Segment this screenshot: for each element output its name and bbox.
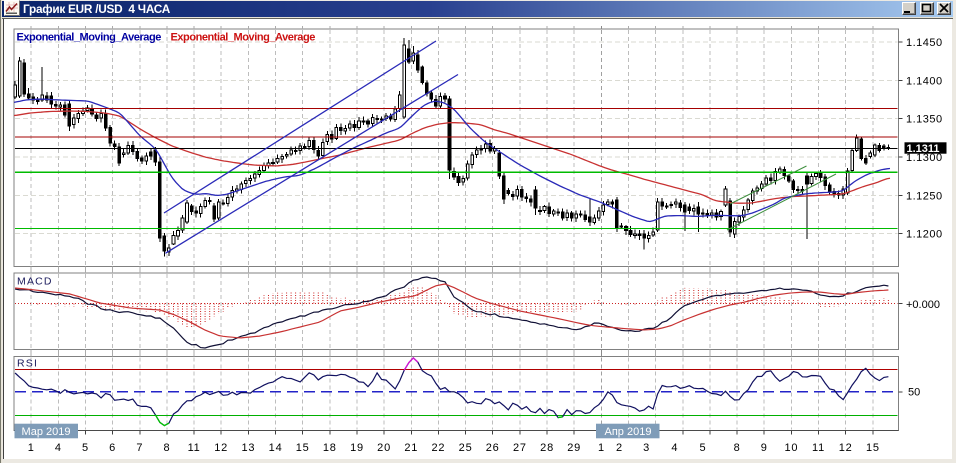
svg-text:Exponential_Moving_Average: Exponential_Moving_Average — [17, 32, 162, 44]
svg-text:27: 27 — [513, 442, 527, 454]
svg-text:3: 3 — [643, 442, 650, 454]
svg-text:+0.000: +0.000 — [906, 299, 940, 311]
svg-text:8: 8 — [163, 442, 170, 454]
svg-text:8: 8 — [734, 442, 741, 454]
svg-text:1.1450: 1.1450 — [906, 37, 943, 49]
svg-text:Мар 2019: Мар 2019 — [21, 426, 70, 438]
svg-text:26: 26 — [486, 442, 500, 454]
svg-text:21: 21 — [404, 442, 418, 454]
svg-text:50: 50 — [908, 387, 920, 399]
svg-text:7: 7 — [136, 442, 143, 454]
svg-text:4: 4 — [55, 442, 62, 454]
svg-text:22: 22 — [431, 442, 445, 454]
svg-text:28: 28 — [540, 442, 554, 454]
svg-text:11: 11 — [188, 442, 201, 454]
svg-text:1.1350: 1.1350 — [906, 114, 943, 126]
svg-text:1: 1 — [28, 442, 35, 454]
svg-text:1.1250: 1.1250 — [906, 190, 943, 202]
svg-text:1.1200: 1.1200 — [906, 229, 943, 241]
svg-text:20: 20 — [377, 442, 391, 454]
svg-text:5: 5 — [700, 442, 707, 454]
svg-text:15: 15 — [866, 442, 880, 454]
svg-text:1.1400: 1.1400 — [906, 75, 943, 87]
svg-text:13: 13 — [241, 442, 255, 454]
svg-text:4: 4 — [671, 442, 678, 454]
svg-text:15: 15 — [296, 442, 310, 454]
svg-text:18: 18 — [323, 442, 337, 454]
svg-text:2: 2 — [616, 442, 623, 454]
svg-text:19: 19 — [350, 442, 364, 454]
svg-text:12: 12 — [839, 442, 853, 454]
svg-text:29: 29 — [567, 442, 581, 454]
svg-text:25: 25 — [459, 442, 473, 454]
svg-text:11: 11 — [812, 442, 825, 454]
svg-text:Апр 2019: Апр 2019 — [605, 426, 652, 438]
svg-text:Exponential_Moving_Average: Exponential_Moving_Average — [171, 32, 316, 44]
svg-text:9: 9 — [761, 442, 768, 454]
svg-text:6: 6 — [109, 442, 116, 454]
svg-text:1.1300: 1.1300 — [906, 152, 943, 164]
svg-text:RSI: RSI — [17, 358, 38, 370]
svg-text:5: 5 — [82, 442, 89, 454]
svg-text:10: 10 — [784, 442, 798, 454]
svg-text:12: 12 — [214, 442, 228, 454]
svg-text:MACD: MACD — [17, 276, 53, 288]
svg-text:1: 1 — [598, 442, 605, 454]
svg-text:14: 14 — [269, 442, 283, 454]
svg-text:1.1311: 1.1311 — [907, 143, 940, 155]
